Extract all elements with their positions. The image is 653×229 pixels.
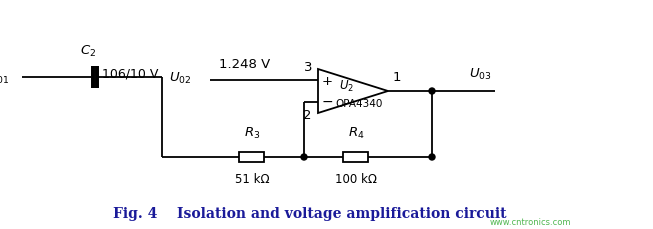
Text: $U_{03}$: $U_{03}$: [469, 67, 491, 82]
Text: www.cntronics.com: www.cntronics.com: [489, 218, 571, 226]
Text: $C_2$: $C_2$: [80, 44, 96, 59]
Text: 3: 3: [304, 61, 312, 74]
Text: 1: 1: [393, 71, 402, 84]
Text: $R_3$: $R_3$: [244, 125, 260, 140]
Text: $U_{01}$: $U_{01}$: [0, 70, 10, 85]
Text: $U_2$: $U_2$: [340, 78, 355, 93]
Text: $R_4$: $R_4$: [348, 125, 364, 140]
Text: 106/10 V: 106/10 V: [102, 67, 159, 80]
Text: 51 kΩ: 51 kΩ: [234, 172, 269, 185]
Text: Fig. 4    Isolation and voltage amplification circuit: Fig. 4 Isolation and voltage amplificati…: [113, 206, 507, 220]
Bar: [240, 152, 264, 162]
Text: OPA4340: OPA4340: [335, 98, 383, 109]
Polygon shape: [318, 70, 388, 114]
Text: 1.248 V: 1.248 V: [219, 58, 270, 71]
Text: $U_{02}$: $U_{02}$: [169, 70, 191, 85]
Text: −: −: [321, 95, 333, 109]
Text: 2: 2: [304, 109, 312, 121]
Circle shape: [301, 154, 307, 160]
Text: 100 kΩ: 100 kΩ: [335, 172, 377, 185]
Bar: [343, 152, 368, 162]
Text: +: +: [321, 75, 332, 88]
Circle shape: [429, 89, 435, 95]
Circle shape: [429, 154, 435, 160]
